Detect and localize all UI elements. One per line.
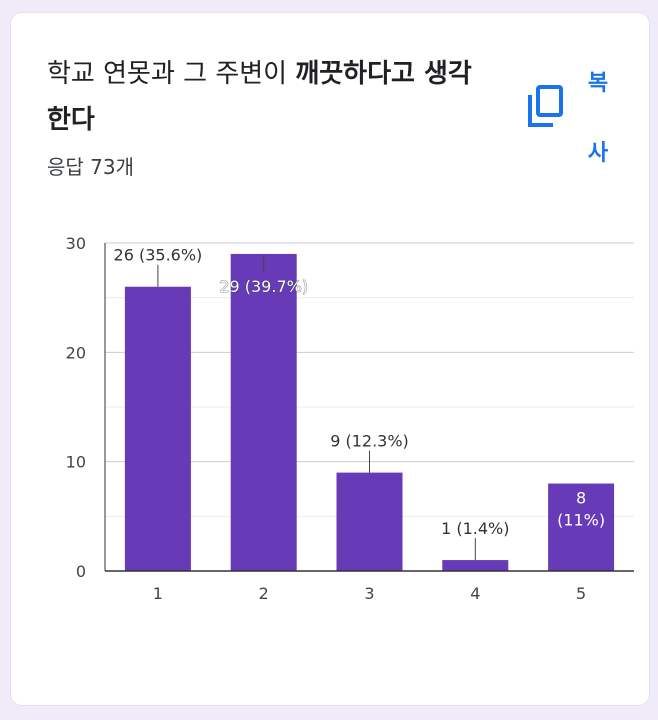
data-label: 9 (12.3%) bbox=[330, 432, 409, 451]
bar-3 bbox=[336, 472, 403, 571]
bar-5 bbox=[548, 483, 615, 571]
copy-button-label[interactable]: 복사 bbox=[587, 71, 609, 166]
x-tick-label: 1 bbox=[153, 584, 163, 603]
question-title-bold: 깨끗하다고 생각한다 bbox=[47, 59, 472, 135]
copy-icon[interactable] bbox=[525, 83, 565, 131]
data-label: 1 (1.4%) bbox=[441, 519, 509, 538]
x-tick-label: 2 bbox=[259, 584, 269, 603]
x-tick-label: 3 bbox=[364, 584, 374, 603]
x-tick-label: 4 bbox=[470, 584, 480, 603]
question-card: 학교 연못과 그 주변이 깨끗하다고 생각한다 복사 응답 73개 bbox=[10, 12, 650, 706]
y-tick-label: 0 bbox=[76, 562, 86, 581]
data-label: 8 bbox=[576, 489, 586, 508]
question-title-normal: 학교 연못과 그 주변이 bbox=[47, 59, 296, 89]
data-label: 26 (35.6%) bbox=[114, 246, 203, 265]
bar-2 bbox=[230, 253, 297, 571]
bar-4 bbox=[442, 560, 509, 571]
y-tick-label: 10 bbox=[66, 453, 86, 472]
y-tick-label: 20 bbox=[66, 343, 86, 362]
bar-1 bbox=[124, 286, 191, 571]
x-tick-label: 5 bbox=[576, 584, 586, 603]
data-label-percent: (11%) bbox=[557, 511, 605, 530]
y-tick-label: 30 bbox=[66, 234, 86, 253]
data-label: 29 (39.7%) bbox=[219, 277, 308, 296]
response-count: 응답 73개 bbox=[47, 155, 135, 179]
question-title: 학교 연못과 그 주변이 깨끗하다고 생각한다 bbox=[47, 51, 495, 143]
